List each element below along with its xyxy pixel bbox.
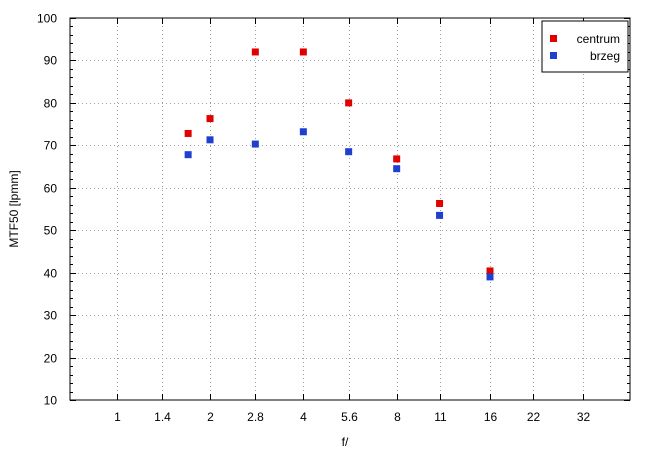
- point-centrum-f4: [299, 48, 307, 56]
- point-centrum-f11: [436, 199, 444, 207]
- point-brzeg-f11: [436, 211, 444, 219]
- y-tick-label: 70: [44, 139, 58, 153]
- point-brzeg-f4: [299, 128, 307, 136]
- x-tick-label: 2: [207, 410, 214, 424]
- legend-label-brzeg: brzeg: [590, 49, 620, 63]
- point-centrum-f2: [206, 115, 214, 123]
- x-tick-label: 32: [577, 410, 591, 424]
- y-axis-title: MTF50 [lpmm]: [7, 170, 21, 247]
- point-centrum-f5_6: [345, 99, 353, 107]
- x-tick-label: 1.4: [154, 410, 171, 424]
- point-brzeg-f16: [486, 273, 494, 281]
- y-tick-label: 80: [44, 97, 58, 111]
- point-centrum-f16: [486, 267, 494, 275]
- x-tick-label: 5.6: [341, 410, 358, 424]
- point-centrum-f8: [393, 155, 401, 163]
- x-tick-label: 4: [300, 410, 307, 424]
- point-centrum-f1_7: [184, 129, 192, 137]
- point-brzeg-f5_6: [345, 148, 353, 156]
- legend-swatch-centrum: [550, 35, 557, 42]
- legend-label-centrum: centrum: [577, 32, 620, 46]
- legend-swatch-brzeg: [550, 52, 557, 59]
- y-tick-label: 60: [44, 182, 58, 196]
- point-brzeg-f2_8: [251, 140, 259, 148]
- y-tick-label: 90: [44, 54, 58, 68]
- point-centrum-f2_8: [251, 48, 259, 56]
- legend-box: [541, 20, 629, 73]
- data-points: [184, 48, 494, 281]
- y-tick-label: 10: [44, 394, 58, 408]
- point-brzeg-f2: [206, 136, 214, 144]
- x-tick-label: 8: [394, 410, 401, 424]
- point-brzeg-f1_7: [184, 151, 192, 159]
- x-axis-title: f/: [342, 435, 349, 449]
- axis-ticks: [70, 18, 630, 401]
- x-tick-label: 2.8: [247, 410, 264, 424]
- tick-labels: 1 1.4 2 2.8 4 5.6 8 11 16 22 32 10 20 30 40 50 60 70 80 90 1…: [37, 12, 591, 425]
- x-tick-label: 11: [434, 410, 447, 424]
- x-tick-label: 16: [484, 410, 498, 424]
- y-tick-label: 50: [44, 224, 58, 238]
- grid-lines: [70, 18, 630, 400]
- legend: centrum brzeg: [541, 20, 629, 73]
- y-tick-label: 100: [37, 12, 57, 26]
- y-tick-label: 30: [44, 309, 58, 323]
- y-tick-label: 20: [44, 352, 58, 366]
- point-brzeg-f8: [393, 165, 401, 173]
- x-tick-label: 22: [527, 410, 541, 424]
- y-tick-label: 40: [44, 267, 58, 281]
- x-tick-label: 1: [114, 410, 121, 424]
